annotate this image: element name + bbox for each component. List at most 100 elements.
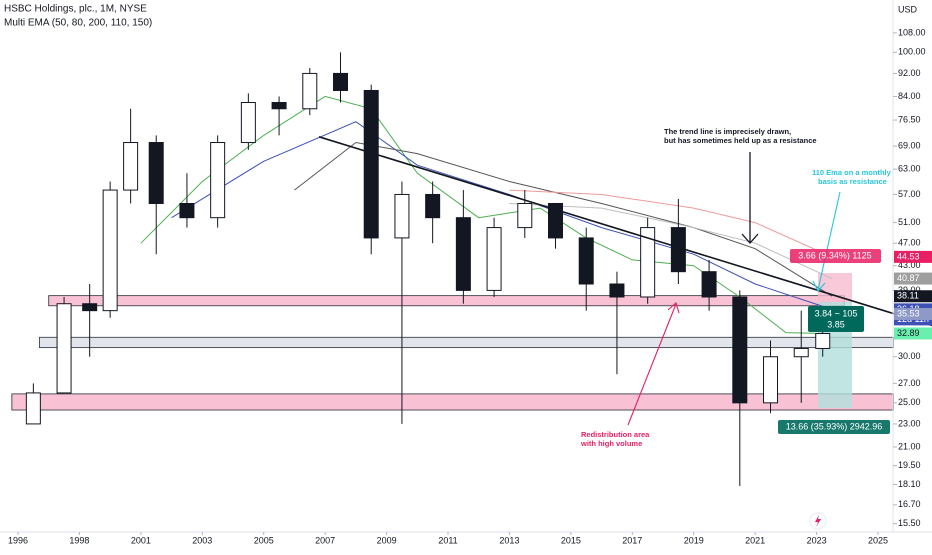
y-tick-label: 18.10 — [898, 479, 921, 489]
price-label-box — [894, 307, 932, 320]
candle-body — [517, 202, 533, 229]
arrow-head — [812, 280, 826, 292]
currency: USD — [898, 4, 918, 14]
price-label-box — [894, 290, 932, 303]
x-tick-label: 2015 — [561, 535, 581, 545]
entry-label-box — [808, 306, 864, 332]
x-tick-label: 2003 — [192, 535, 212, 545]
candle-body — [179, 202, 195, 219]
candle-body — [333, 72, 349, 91]
y-tick-label: 27.00 — [898, 378, 921, 388]
x-axis: 1996 1998 2001 2003 2005 2007 2009 2011 2013 2015… — [8, 532, 888, 545]
candle-body — [793, 347, 809, 358]
arrows — [627, 152, 841, 426]
y-axis: 108.00 100.00 92.00 84.00 76.50 69.00 63.00 57.… — [893, 27, 926, 528]
x-tick-label: 2017 — [622, 535, 642, 545]
candle-body — [123, 142, 139, 191]
arrow-head — [667, 302, 680, 314]
y-tick-label: 84.00 — [898, 91, 921, 101]
candles — [25, 52, 831, 486]
x-tick-label: 1996 — [8, 535, 28, 545]
price-label: 35.53 — [897, 308, 920, 318]
x-tick-label: 1998 — [69, 535, 89, 545]
x-tick-label: 2013 — [499, 535, 519, 545]
stop-label-box — [778, 420, 890, 434]
price-label: 38.11 — [897, 291, 919, 301]
candle-body — [363, 89, 379, 239]
ema-line — [140, 95, 823, 334]
y-tick-label: 100.00 — [898, 47, 926, 57]
y-tick-label: 92.00 — [898, 68, 921, 78]
ema-line — [171, 121, 833, 310]
candle-body — [815, 332, 831, 349]
y-tick-label: 16.70 — [898, 499, 921, 509]
candle-body — [394, 193, 410, 239]
candle-body — [240, 102, 256, 144]
x-tick-label: 2023 — [807, 535, 827, 545]
candle-body — [425, 193, 441, 219]
candle-body — [56, 303, 72, 394]
annotation: but has sometimes held up as a resistanc… — [664, 136, 817, 145]
candle-body — [102, 189, 118, 312]
y-tick-label: 47.00 — [898, 238, 921, 248]
price-label-box — [894, 327, 932, 340]
y-tick-label: 108.00 — [898, 27, 926, 37]
y-tick-label: 25.00 — [898, 397, 921, 407]
y-tick-label: 19.50 — [898, 460, 921, 470]
y-tick-label: 76.50 — [898, 114, 921, 124]
candle-body — [302, 72, 318, 110]
y-tick-label: 23.00 — [898, 418, 921, 428]
zone — [11, 393, 894, 411]
candle-body — [640, 227, 656, 298]
chart-title: HSBC Holdings, plc., 1M, NYSE — [4, 4, 147, 15]
target-label-box — [790, 249, 881, 263]
candle-body — [609, 283, 625, 298]
x-tick-label: 2001 — [131, 535, 151, 545]
price-label: 32.89 — [897, 328, 920, 338]
stop-label: 13.66 (35.93%) 2942.96 — [786, 421, 883, 431]
y-tick-label: 15.50 — [898, 518, 921, 528]
annotation: The trend line is imprecisely drawn, — [664, 127, 791, 136]
price-label: 44.53 — [897, 251, 920, 261]
y-tick-label: 51.00 — [898, 217, 921, 227]
y-tick-label: 57.00 — [898, 189, 921, 199]
x-tick-label: 2007 — [315, 535, 335, 545]
annotation: with high volume — [580, 439, 642, 448]
annotation: 110 Ema on a monthly — [812, 168, 892, 177]
candle-body — [82, 303, 98, 312]
entry-label: 3.85 — [827, 319, 845, 329]
indicator-label: Multi EMA (50, 80, 200, 110, 150) — [4, 18, 152, 29]
x-tick-label: 2009 — [377, 535, 397, 545]
trend — [318, 136, 932, 327]
candle-body — [548, 202, 564, 239]
annotation: basis as resistance — [818, 177, 887, 186]
candle-body — [455, 217, 471, 291]
x-tick-label: 2019 — [684, 535, 704, 545]
ema-line — [509, 189, 833, 258]
candle-body — [25, 392, 41, 425]
x-tick-label: 2025 — [868, 535, 888, 545]
target-area — [818, 273, 852, 302]
candle-body — [578, 237, 594, 285]
candle-body — [763, 356, 779, 404]
candle-body — [271, 102, 287, 110]
annotation: Redistribution area — [581, 430, 650, 439]
candle-body — [148, 142, 164, 204]
replay-icon-bolt — [815, 515, 821, 527]
candle-body — [486, 227, 502, 291]
ema-line — [509, 203, 833, 280]
y-tick-label: 21.00 — [898, 441, 921, 451]
y-tick-label: 63.00 — [898, 164, 921, 174]
price-label: 40.87 — [897, 273, 920, 283]
trend-line — [318, 136, 932, 327]
arrow — [627, 303, 677, 426]
y-tick-label: 39.00 — [898, 285, 921, 295]
target-label: 3.66 (9.34%) 1125 — [798, 250, 871, 260]
y-tick-label: 30.00 — [898, 351, 921, 361]
zone — [48, 295, 845, 307]
entry-label: 3.84 ~ 105 — [815, 308, 858, 318]
arrow — [817, 191, 841, 291]
